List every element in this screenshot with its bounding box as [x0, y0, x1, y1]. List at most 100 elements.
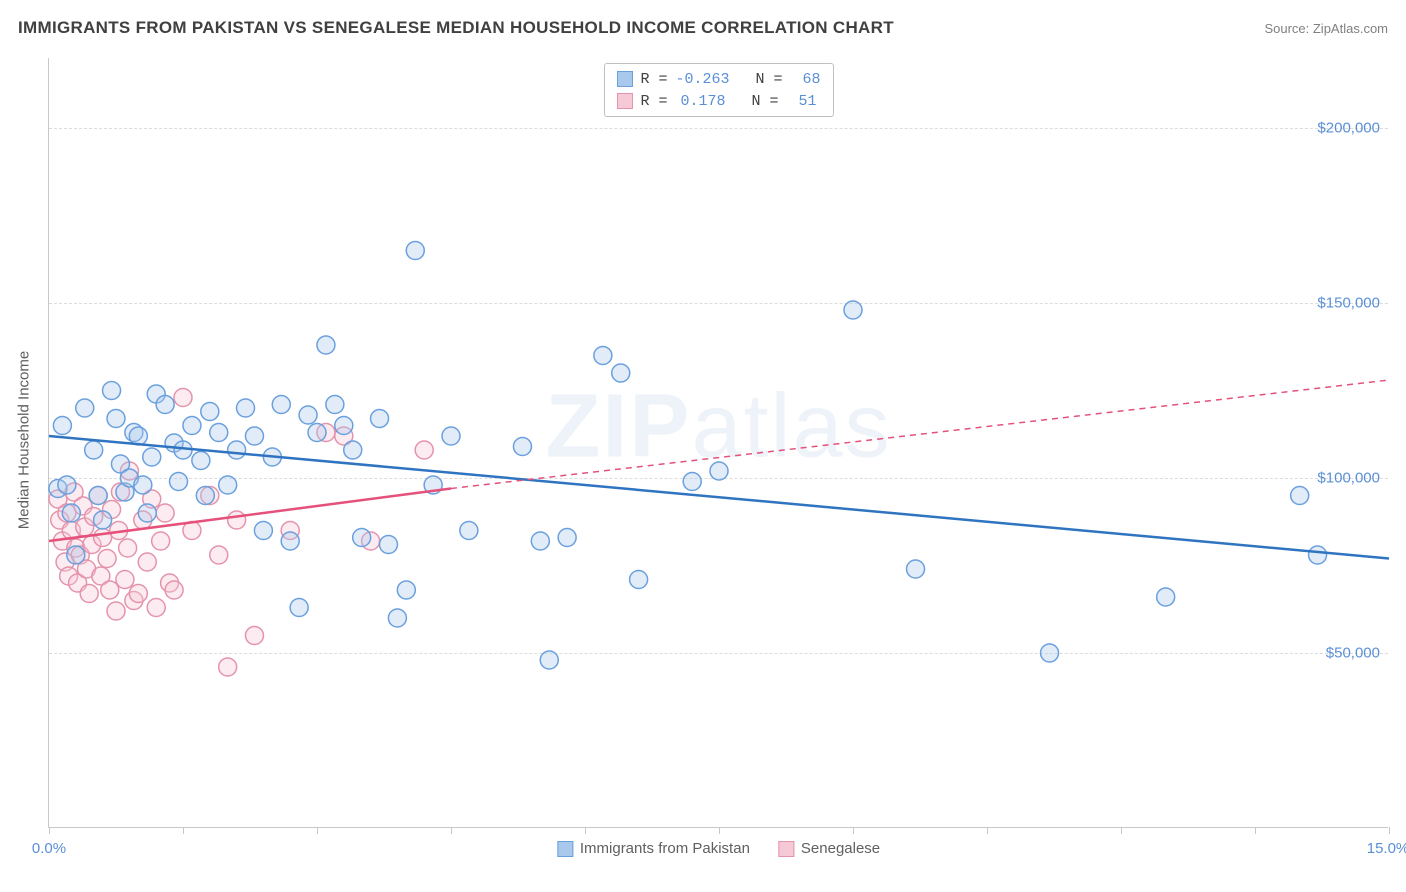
data-point: [89, 487, 107, 505]
data-point: [683, 473, 701, 491]
legend-label-pakistan: Immigrants from Pakistan: [580, 840, 750, 857]
data-point: [196, 487, 214, 505]
data-point: [156, 396, 174, 414]
data-point: [201, 403, 219, 421]
data-point: [143, 448, 161, 466]
data-point: [1041, 644, 1059, 662]
data-point: [129, 427, 147, 445]
data-point: [147, 599, 165, 617]
legend-label-senegalese: Senegalese: [801, 840, 880, 857]
data-point: [210, 424, 228, 442]
data-point: [107, 410, 125, 428]
data-point: [210, 546, 228, 564]
x-tick: [183, 827, 184, 834]
data-point: [344, 441, 362, 459]
r-label: R =: [640, 71, 667, 88]
data-point: [129, 585, 147, 603]
data-point: [531, 532, 549, 550]
data-point: [165, 581, 183, 599]
data-point: [85, 441, 103, 459]
swatch-pakistan: [557, 841, 573, 857]
legend-row-pakistan: R = -0.263 N = 68: [616, 68, 820, 90]
n-value-senegalese: 51: [787, 93, 817, 110]
data-point: [58, 476, 76, 494]
data-point: [1157, 588, 1175, 606]
x-tick: [719, 827, 720, 834]
legend-row-senegalese: R = 0.178 N = 51: [616, 90, 820, 112]
data-point: [116, 571, 134, 589]
data-point: [228, 511, 246, 529]
swatch-pakistan: [616, 71, 632, 87]
data-point: [156, 504, 174, 522]
data-point: [183, 417, 201, 435]
r-value-pakistan: -0.263: [675, 71, 729, 88]
data-point: [237, 399, 255, 417]
data-point: [844, 301, 862, 319]
data-point: [245, 427, 263, 445]
data-point: [379, 536, 397, 554]
data-point: [388, 609, 406, 627]
data-point: [219, 658, 237, 676]
data-point: [170, 473, 188, 491]
regression-line: [49, 436, 1389, 559]
data-point: [228, 441, 246, 459]
data-point: [460, 522, 478, 540]
data-point: [907, 560, 925, 578]
data-point: [138, 504, 156, 522]
source-label: Source: ZipAtlas.com: [1264, 21, 1388, 36]
regression-line: [451, 380, 1389, 489]
x-axis-end-label: 15.0%: [1367, 840, 1406, 857]
data-point: [513, 438, 531, 456]
data-point: [1309, 546, 1327, 564]
x-tick: [451, 827, 452, 834]
n-value-pakistan: 68: [791, 71, 821, 88]
swatch-senegalese: [616, 93, 632, 109]
data-point: [76, 399, 94, 417]
x-tick: [49, 827, 50, 834]
x-tick: [1255, 827, 1256, 834]
legend-item-senegalese: Senegalese: [778, 840, 880, 857]
x-tick: [1121, 827, 1122, 834]
data-point: [335, 417, 353, 435]
chart-title: IMMIGRANTS FROM PAKISTAN VS SENEGALESE M…: [18, 18, 894, 38]
data-point: [53, 417, 71, 435]
data-point: [134, 476, 152, 494]
data-point: [94, 529, 112, 547]
data-point: [103, 382, 121, 400]
data-point: [710, 462, 728, 480]
chart-container: IMMIGRANTS FROM PAKISTAN VS SENEGALESE M…: [0, 0, 1406, 892]
x-axis-start-label: 0.0%: [32, 840, 66, 857]
data-point: [317, 336, 335, 354]
data-point: [442, 427, 460, 445]
data-point: [630, 571, 648, 589]
data-point: [174, 389, 192, 407]
data-point: [94, 511, 112, 529]
data-point: [254, 522, 272, 540]
data-point: [80, 585, 98, 603]
data-point: [594, 347, 612, 365]
data-point: [415, 441, 433, 459]
legend-top: R = -0.263 N = 68 R = 0.178 N = 51: [603, 63, 833, 117]
data-point: [326, 396, 344, 414]
data-point: [192, 452, 210, 470]
data-point: [245, 627, 263, 645]
data-point: [98, 550, 116, 568]
data-point: [612, 364, 630, 382]
x-tick: [1389, 827, 1390, 834]
data-point: [281, 532, 299, 550]
x-tick: [987, 827, 988, 834]
data-point: [371, 410, 389, 428]
x-tick: [853, 827, 854, 834]
title-bar: IMMIGRANTS FROM PAKISTAN VS SENEGALESE M…: [18, 18, 1388, 38]
data-point: [62, 504, 80, 522]
legend-bottom: Immigrants from Pakistan Senegalese: [557, 840, 880, 857]
plot-svg: [49, 58, 1388, 827]
legend-item-pakistan: Immigrants from Pakistan: [557, 840, 750, 857]
data-point: [353, 529, 371, 547]
data-point: [152, 532, 170, 550]
data-point: [558, 529, 576, 547]
n-label: N =: [751, 93, 778, 110]
data-point: [101, 581, 119, 599]
n-label: N =: [756, 71, 783, 88]
scatter-pakistan: [49, 242, 1327, 670]
